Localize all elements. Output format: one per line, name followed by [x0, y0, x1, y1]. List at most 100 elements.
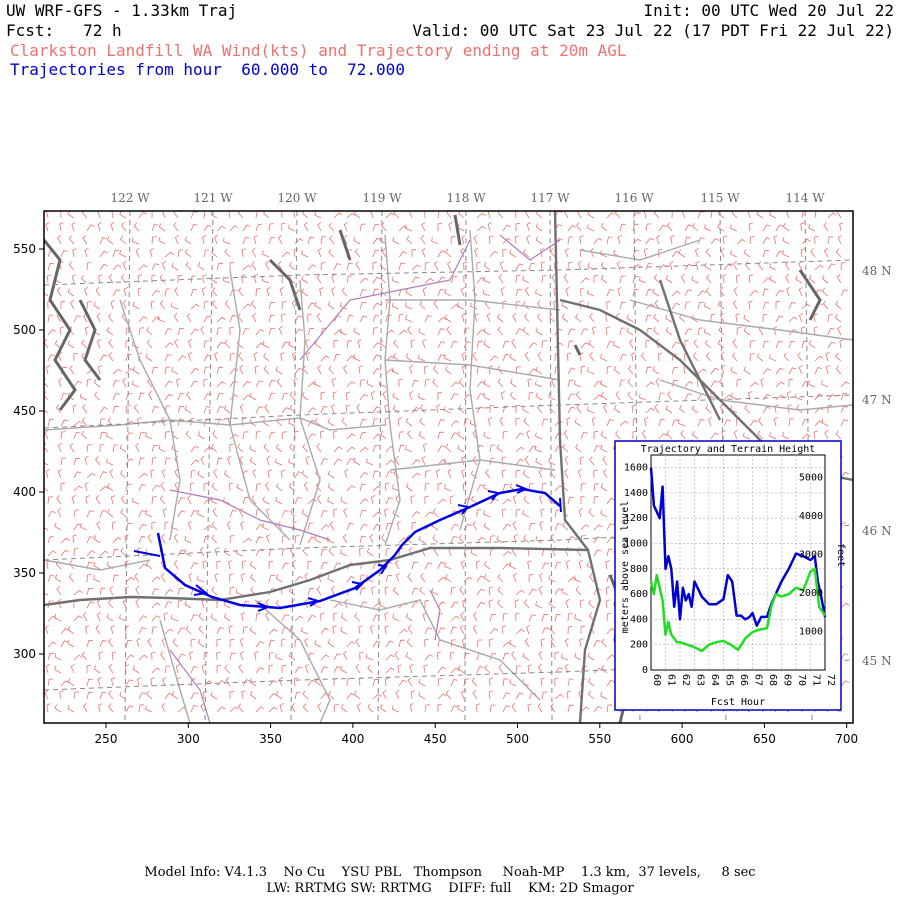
- wind-barb: [70, 663, 75, 674]
- wind-barb: [488, 365, 493, 375]
- wind-barb: [356, 403, 361, 414]
- wind-barb: [177, 405, 185, 414]
- wind-barb: [333, 263, 341, 271]
- wind-barb: [814, 355, 824, 362]
- wind-barb: [600, 222, 608, 232]
- wind-barb: [432, 534, 439, 544]
- inset-y-left-label: meters above sea level: [620, 501, 631, 633]
- wind-barb: [605, 326, 611, 336]
- wind-barb: [814, 264, 824, 271]
- wind-barb: [749, 236, 755, 245]
- wind-barb: [239, 637, 244, 648]
- wind-barb: [242, 679, 251, 687]
- wind-barb: [340, 613, 348, 622]
- wind-barb: [85, 326, 90, 336]
- wind-barb: [201, 664, 206, 674]
- longitude-label: 115 W: [700, 191, 740, 205]
- wind-barb: [706, 274, 712, 284]
- wind-barb: [160, 417, 166, 427]
- wind-barb: [411, 587, 419, 596]
- wind-barb: [212, 430, 218, 440]
- wind-barb: [398, 628, 408, 635]
- wind-barb: [372, 276, 381, 284]
- wind-barb: [593, 380, 602, 388]
- model-title: UW WRF-GFS - 1.33km Traj: [6, 1, 238, 20]
- x-tick-label: 600: [671, 732, 694, 746]
- inset-chart: Trajectory and Terrain Height 1600140012…: [614, 440, 846, 711]
- wind-barb: [125, 405, 131, 414]
- wind-barb: [307, 327, 315, 336]
- wind-barb: [671, 250, 681, 258]
- wind-barb: [639, 276, 647, 284]
- wind-barb: [476, 212, 486, 219]
- wind-barb: [108, 703, 114, 713]
- wind-barb: [333, 704, 339, 713]
- wind-barb: [333, 508, 338, 518]
- wind-barb: [372, 288, 379, 297]
- wind-barb: [151, 626, 158, 635]
- wind-barb: [60, 250, 68, 258]
- wind-barb: [333, 446, 343, 453]
- wind-barb: [294, 535, 300, 544]
- wind-barb: [216, 381, 226, 388]
- wind-barb: [173, 222, 179, 232]
- wind-barb: [825, 365, 830, 375]
- wind-barb: [697, 290, 707, 297]
- wind-barb: [565, 560, 571, 570]
- wind-barb: [47, 329, 57, 336]
- wind-barb: [515, 366, 521, 375]
- wind-barb: [437, 250, 446, 258]
- wind-barb: [502, 237, 512, 245]
- wind-barb: [111, 651, 117, 661]
- wind-barb: [99, 354, 108, 362]
- inset-series: [649, 467, 827, 653]
- wind-barb: [460, 611, 465, 622]
- wind-barb: [119, 691, 127, 700]
- wind-barb: [68, 235, 75, 245]
- wind-barb: [775, 341, 783, 349]
- inset-left-tick: 0: [642, 665, 648, 676]
- wind-barb: [145, 560, 153, 570]
- wind-barb: [749, 289, 759, 297]
- wind-barb: [359, 547, 364, 557]
- wind-barb: [840, 262, 846, 271]
- wind-barb: [80, 274, 88, 284]
- wind-barb: [186, 313, 192, 323]
- wind-barb: [197, 470, 205, 479]
- wind-barb: [133, 222, 140, 232]
- wind-barb: [86, 664, 92, 673]
- wind-barb: [733, 429, 738, 440]
- wind-barb: [446, 260, 452, 271]
- wind-barb: [808, 340, 816, 349]
- wind-barb: [424, 638, 429, 648]
- wind-barb: [827, 328, 835, 336]
- wind-barb: [616, 260, 621, 271]
- wind-barb: [367, 703, 374, 713]
- wind-barb: [210, 613, 218, 622]
- wind-barb: [691, 405, 699, 414]
- wind-barb: [68, 573, 75, 583]
- wind-barb: [340, 302, 348, 310]
- longitude-label: 116 W: [614, 191, 654, 205]
- wind-barb: [762, 314, 768, 323]
- wind-barb: [579, 599, 585, 609]
- wind-barb: [488, 690, 494, 700]
- wind-barb: [112, 289, 121, 297]
- wind-barb: [619, 301, 626, 310]
- wind-barb: [606, 289, 614, 297]
- wind-barb: [424, 277, 434, 284]
- wind-barb: [606, 236, 613, 245]
- wind-barb: [512, 494, 517, 505]
- wind-barb: [437, 562, 445, 570]
- wind-barb: [405, 482, 413, 492]
- wind-barb: [600, 380, 608, 388]
- wind-barb: [476, 509, 482, 518]
- wind-barb: [214, 351, 219, 362]
- wind-barb: [137, 677, 142, 687]
- wind-barb: [327, 639, 335, 648]
- wind-barb: [291, 702, 296, 713]
- wind-barb: [769, 262, 777, 271]
- wind-barb: [73, 471, 82, 479]
- wind-barb: [814, 367, 822, 375]
- wind-barb: [281, 510, 289, 518]
